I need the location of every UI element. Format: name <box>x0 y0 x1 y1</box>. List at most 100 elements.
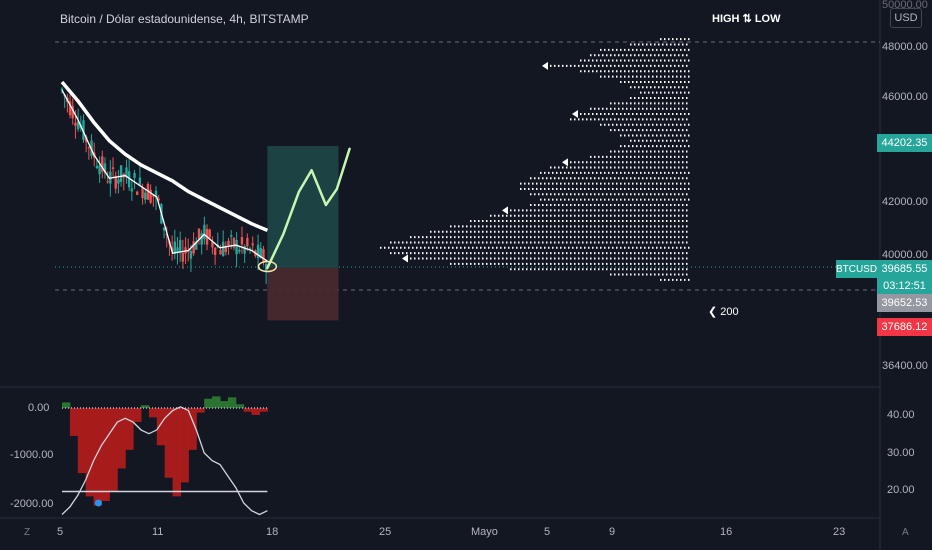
candle-body <box>127 171 131 188</box>
timezone-button[interactable]: Z <box>24 527 31 538</box>
oscillator-bar <box>101 408 110 501</box>
oscillator-bar <box>188 408 197 450</box>
candle-body <box>138 177 142 185</box>
oscillator-bar <box>117 408 126 469</box>
volume-profile-label: HIGH ⇅ LOW <box>712 13 781 25</box>
candle-body <box>203 224 206 240</box>
candle-body <box>224 245 228 253</box>
candle-body <box>264 263 268 272</box>
stop-price-tag: 37686.12 <box>877 318 932 336</box>
candle-body <box>162 227 166 231</box>
oscillator-bar <box>259 408 268 412</box>
oscillator-bar <box>235 404 245 408</box>
candle-body <box>146 183 150 200</box>
candle-body <box>200 233 203 245</box>
candle-body <box>60 88 64 91</box>
candle-body <box>136 191 139 195</box>
candle-body <box>235 240 238 255</box>
moving-average-line <box>60 80 269 233</box>
osc-right-tick: 40.00 <box>887 409 915 421</box>
candle-body <box>125 167 128 178</box>
candle-body <box>243 246 246 254</box>
time-label: 11 <box>152 526 164 538</box>
price-tick: 48000.00 <box>882 41 928 53</box>
oscillator-bar <box>109 408 118 492</box>
candle-body <box>133 172 136 179</box>
osc-left-tick: 0.00 <box>28 402 50 414</box>
candle-body <box>181 252 185 262</box>
price-tick: 46000.00 <box>882 91 928 103</box>
candle-body <box>95 165 99 168</box>
oscillator-bar <box>85 408 95 497</box>
oscillator-bar <box>125 408 134 450</box>
candle-body <box>144 192 147 200</box>
volume-profile-marker <box>542 61 548 70</box>
time-label: 23 <box>833 526 846 538</box>
candle-body <box>197 228 201 240</box>
candle-body <box>238 249 241 252</box>
candle-body <box>213 247 217 256</box>
oscillator-bar <box>251 408 260 415</box>
oscillator-bar <box>93 408 102 506</box>
volume-profile-marker <box>562 158 568 167</box>
entry-circle <box>257 260 278 273</box>
candle-body <box>82 120 85 140</box>
candle-body <box>178 240 182 251</box>
candle-body <box>101 156 104 172</box>
entry-price-tag: 39652.53 <box>877 294 932 312</box>
last-price-tag: 39685.55 <box>877 260 932 278</box>
time-label: Mayo <box>471 526 498 538</box>
stop-zone <box>267 267 339 321</box>
candle-body <box>232 238 236 248</box>
chart-title: Bitcoin / Dólar estadounidense, 4h, BITS… <box>60 12 309 26</box>
candle-body <box>227 240 230 247</box>
oscillator-bar <box>180 408 189 483</box>
time-label: 18 <box>266 526 279 538</box>
oscillator-bar <box>204 398 213 408</box>
time-label: 5 <box>57 526 64 538</box>
candle-body <box>117 179 120 184</box>
candle-body <box>192 241 195 254</box>
time-label: 9 <box>609 526 616 538</box>
rsi-marker <box>94 499 102 507</box>
osc-left-tick: -1000.00 <box>10 449 54 461</box>
osc-left-tick: -2000.00 <box>10 498 54 510</box>
currency-button[interactable]: USD <box>890 8 922 28</box>
auto-scale-button[interactable]: A <box>902 527 909 538</box>
target-zone <box>267 146 339 268</box>
candle-body <box>154 190 158 198</box>
candle-body <box>230 235 233 237</box>
candle-body <box>189 251 193 259</box>
time-label: 25 <box>379 526 392 538</box>
candle-body <box>240 237 244 245</box>
candle-body <box>246 237 249 247</box>
candle-body <box>141 187 144 199</box>
oscillator-bar <box>172 408 181 497</box>
candle-body <box>208 229 211 238</box>
countdown-tag: 03:12:51 <box>877 277 932 295</box>
candle-body <box>130 188 134 192</box>
candle-body <box>71 105 74 119</box>
oscillator-bar <box>62 402 71 408</box>
oscillator-bar <box>227 397 237 408</box>
candle-body <box>76 121 80 130</box>
price-tick: 36400.00 <box>882 360 928 372</box>
price-tick: 42000.00 <box>882 196 928 208</box>
price-tick: 40000.00 <box>882 249 928 261</box>
candle-body <box>106 181 109 183</box>
price-tick: 50000.00 <box>882 0 928 11</box>
oscillator-bar <box>77 408 87 474</box>
candle-body <box>262 249 265 263</box>
volume-profile-marker <box>572 110 578 119</box>
osc-right-tick: 30.00 <box>887 447 915 459</box>
candle-body <box>87 147 91 149</box>
rsi-line <box>61 406 268 516</box>
projection-path <box>266 147 351 270</box>
oscillator-bar <box>133 408 142 422</box>
oscillator-bar <box>156 408 166 446</box>
candle-body <box>98 165 101 175</box>
candle-body <box>259 247 262 258</box>
candle-body <box>195 241 198 250</box>
candle-body <box>114 175 117 189</box>
